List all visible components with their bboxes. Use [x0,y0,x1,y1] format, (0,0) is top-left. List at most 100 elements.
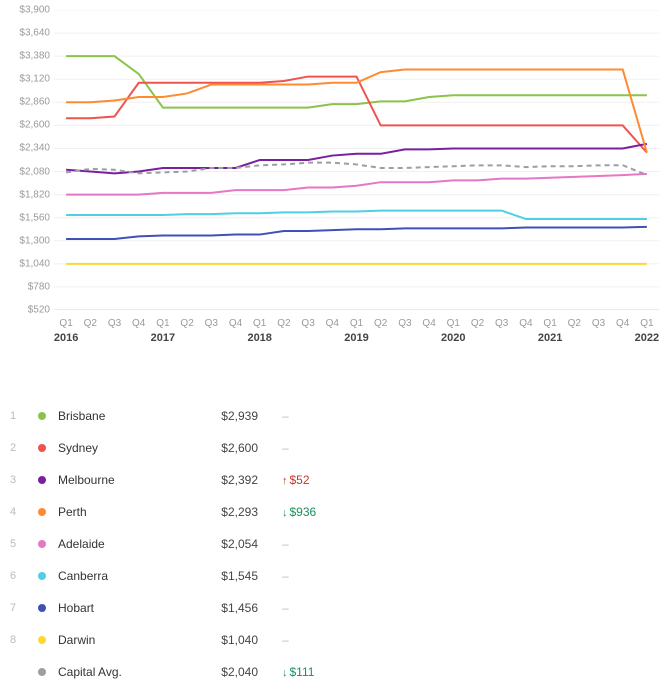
legend-series-name: Melbourne [58,473,188,487]
legend-row[interactable]: 2 Sydney$2,600– [10,432,659,464]
x-quarter-label: Q3 [108,318,121,329]
legend-color-dot [38,540,46,548]
x-quarter-label: Q4 [616,318,629,329]
legend-series-name: Sydney [58,441,188,455]
legend-series-name: Darwin [58,633,188,647]
legend-delta: – [258,601,348,615]
legend-row[interactable]: 8Darwin$1,040– [10,624,659,656]
legend-delta: ↑$52 [258,473,348,487]
y-tick-label: $3,900 [19,5,50,16]
legend-delta: – [258,409,348,423]
y-tick-label: $520 [28,305,50,316]
legend-value: $1,545 [188,569,258,583]
legend-color-dot [38,604,46,612]
legend-row[interactable]: Capital Avg.$2,040↓$111 [10,656,659,688]
y-tick-label: $3,120 [19,74,50,85]
x-quarter-label: Q2 [277,318,290,329]
x-quarter-label: Q1 [640,318,653,329]
x-quarter-label: Q1 [156,318,169,329]
y-tick-label: $1,560 [19,212,50,223]
x-quarter-label: Q2 [568,318,581,329]
legend-rank: 8 [10,634,38,646]
legend-value: $1,040 [188,633,258,647]
legend-series-name: Brisbane [58,409,188,423]
y-tick-label: $780 [28,281,50,292]
legend-color-dot [38,508,46,516]
legend-delta: – [258,537,348,551]
legend-color-dot [38,412,46,420]
x-quarter-label: Q3 [592,318,605,329]
legend-row[interactable]: 5 Adelaide$2,054– [10,528,659,560]
legend-row[interactable]: 6Canberra$1,545– [10,560,659,592]
x-quarter-label: Q4 [326,318,339,329]
x-quarter-label: Q4 [132,318,145,329]
y-tick-label: $3,380 [19,51,50,62]
y-tick-label: $2,340 [19,143,50,154]
legend-series-name: Canberra [58,569,188,583]
legend-rank: 2 [10,442,38,454]
x-quarter-label: Q2 [374,318,387,329]
x-quarter-label: Q4 [229,318,242,329]
x-quarter-label: Q1 [350,318,363,329]
x-quarter-label: Q1 [59,318,72,329]
chart-plot-area [54,10,659,310]
legend-color-dot [38,636,46,644]
x-quarter-label: Q2 [180,318,193,329]
x-quarter-label: Q3 [205,318,218,329]
y-tick-label: $2,080 [19,166,50,177]
y-tick-label: $1,040 [19,258,50,269]
legend-rank: 3 [10,474,38,486]
legend-row[interactable]: 3 Melbourne$2,392↑$52 [10,464,659,496]
x-quarter-label: Q3 [398,318,411,329]
legend-value: $1,456 [188,601,258,615]
legend-row[interactable]: 1 Brisbane$2,939– [10,400,659,432]
x-quarter-label: Q3 [301,318,314,329]
x-quarter-label: Q4 [422,318,435,329]
x-quarter-label: Q1 [253,318,266,329]
legend-rank: 1 [10,410,38,422]
y-tick-label: $2,600 [19,120,50,131]
legend-series-name: Hobart [58,601,188,615]
legend-series-name: Capital Avg. [58,665,188,679]
series-adelaide [66,174,647,195]
x-axis: Q1 Q2 Q3 Q4 Q1 Q2 Q3 Q4 Q1 Q2 Q3 Q4 Q1 Q2 Q3 Q4 Q1 Q2 Q3 Q4… [54,310,659,360]
legend-delta: ↓$936 [258,505,348,519]
x-quarter-label: Q2 [84,318,97,329]
legend-color-dot [38,476,46,484]
legend-row[interactable]: 4 Perth$2,293↓$936 [10,496,659,528]
series-hobart [66,227,647,239]
y-tick-label: $1,820 [19,189,50,200]
x-quarter-label: Q4 [519,318,532,329]
legend-value: $2,054 [188,537,258,551]
x-year-label: 2018 [247,332,271,344]
x-quarter-label: Q1 [447,318,460,329]
x-year-label: 2020 [441,332,465,344]
chart-container: $520$780$1,040$1,300$1,560$1,820$2,080$2… [10,10,659,370]
legend-table: 1Brisbane$2,939–2Sydney$2,600–3Melbourne… [10,400,659,688]
legend-rank: 4 [10,506,38,518]
legend-value: $2,392 [188,473,258,487]
legend-value: $2,939 [188,409,258,423]
legend-color-dot [38,572,46,580]
x-quarter-label: Q1 [543,318,556,329]
legend-color-dot [38,444,46,452]
legend-row[interactable]: 7 Hobart$1,456– [10,592,659,624]
legend-value: $2,293 [188,505,258,519]
x-year-label: 2016 [54,332,78,344]
legend-value: $2,040 [188,665,258,679]
legend-series-name: Perth [58,505,188,519]
x-year-label: 2017 [151,332,175,344]
legend-color-dot [38,668,46,676]
legend-value: $2,600 [188,441,258,455]
legend-rank: 7 [10,602,38,614]
legend-series-name: Adelaide [58,537,188,551]
x-quarter-label: Q2 [471,318,484,329]
legend-rank: 6 [10,570,38,582]
legend-delta: – [258,441,348,455]
legend-rank: 5 [10,538,38,550]
x-year-label: 2021 [538,332,562,344]
x-quarter-label: Q3 [495,318,508,329]
legend-delta: ↓$111 [258,665,348,679]
y-axis: $520$780$1,040$1,300$1,560$1,820$2,080$2… [10,10,54,310]
y-tick-label: $2,860 [19,97,50,108]
